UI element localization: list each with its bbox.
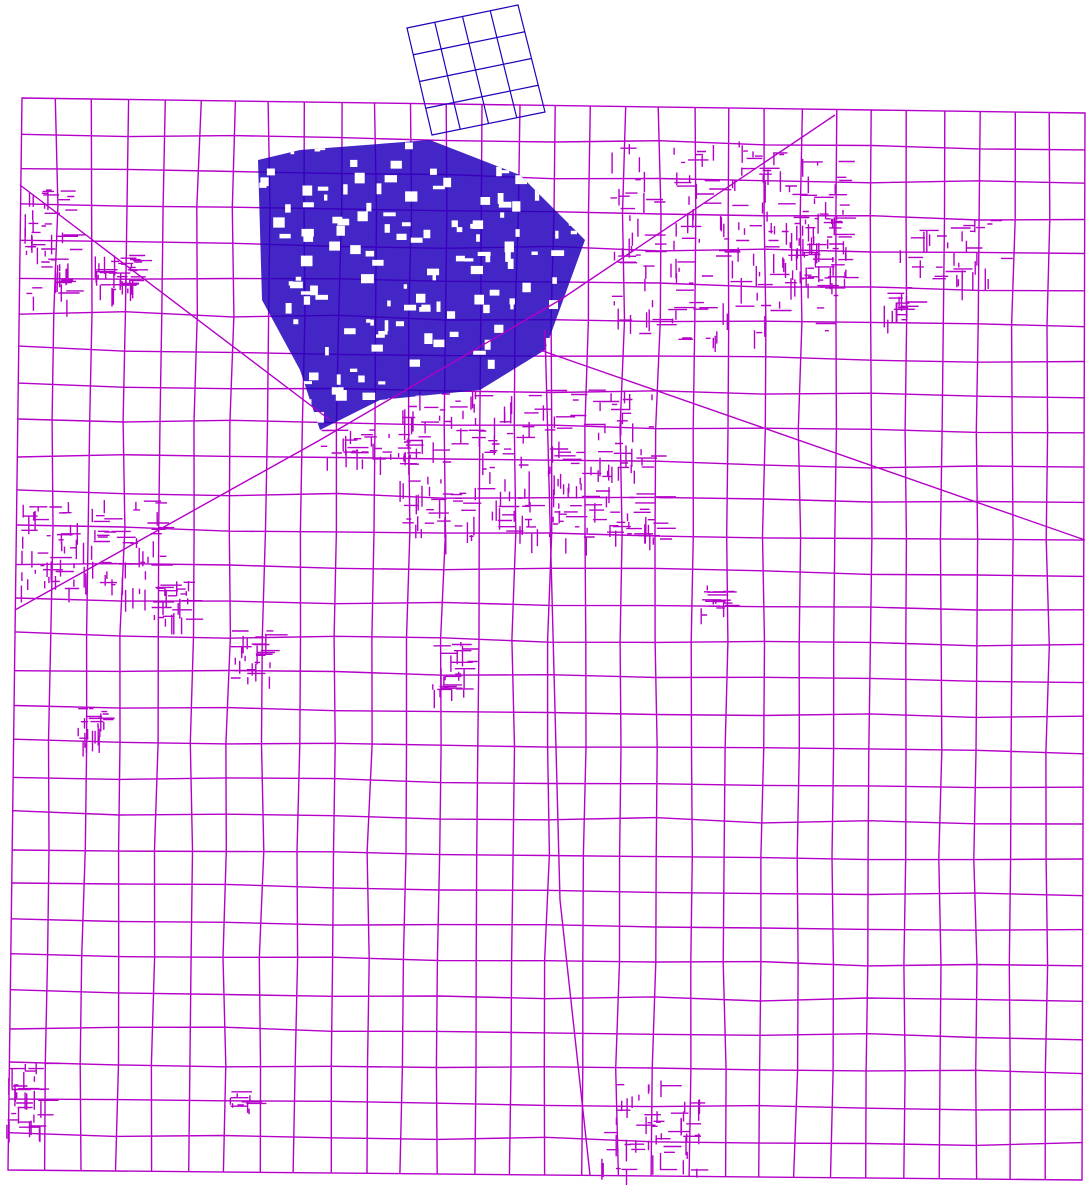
road-line	[14, 704, 1084, 719]
dense-roads	[77, 707, 115, 757]
dense-roads	[790, 210, 859, 300]
highways	[14, 114, 1086, 1176]
dense-roads	[230, 630, 288, 689]
dense-roads	[610, 141, 855, 352]
road-line	[865, 109, 873, 1179]
road-line	[1044, 112, 1051, 1180]
dense-roads	[6, 1062, 60, 1143]
annex-street	[413, 10, 539, 130]
dense-roads	[432, 642, 479, 709]
road-line	[938, 110, 946, 1179]
road-line	[8, 1132, 1083, 1147]
dense-roads	[883, 292, 928, 334]
road-line	[10, 989, 1083, 1002]
road-line	[581, 105, 591, 1176]
dense-roads	[320, 429, 424, 475]
dense-roads	[151, 581, 204, 635]
road-line	[12, 849, 1083, 861]
dense-roads	[601, 1080, 709, 1185]
dense-roads	[700, 585, 740, 625]
city-annex-streets	[413, 10, 539, 130]
road-line	[8, 1098, 1083, 1111]
road-line	[9, 1061, 1083, 1075]
road-line	[722, 107, 730, 1177]
road-line	[973, 111, 981, 1180]
city-streets	[259, 142, 585, 430]
road-line	[222, 100, 237, 1173]
road-line	[11, 882, 1083, 897]
city-blocks	[259, 142, 585, 430]
road-line	[758, 108, 767, 1178]
dense-roads	[399, 389, 676, 556]
road-line	[650, 106, 662, 1177]
dense-roads	[899, 219, 1013, 301]
city-annex-boundary	[406, 4, 546, 136]
road-line	[9, 1026, 1083, 1041]
road-line	[13, 738, 1084, 755]
dense-roads	[24, 189, 85, 317]
road-line	[903, 110, 908, 1179]
road-line	[12, 810, 1084, 825]
dense-roads	[94, 254, 152, 307]
dense-road-areas	[6, 141, 1013, 1185]
road-line	[1008, 111, 1016, 1180]
road-line	[13, 776, 1084, 789]
county-boundary	[7, 97, 1086, 1181]
dense-roads	[229, 1091, 267, 1115]
road-line	[21, 133, 1085, 151]
